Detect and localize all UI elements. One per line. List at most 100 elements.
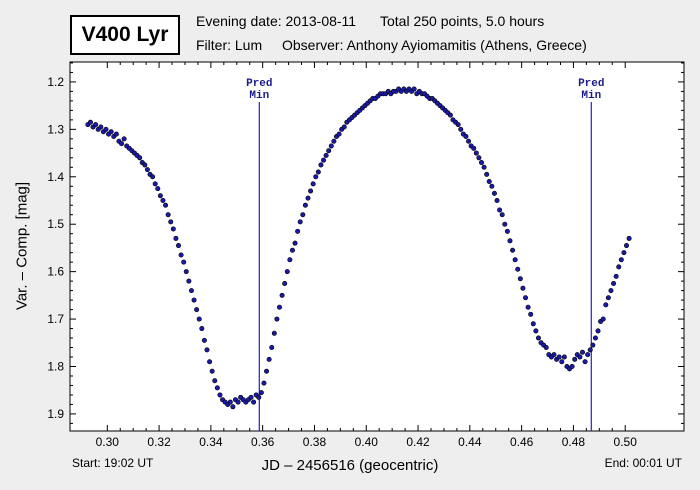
y-tick-label: 1.2 <box>47 75 64 89</box>
data-point <box>230 404 236 410</box>
data-point <box>331 138 337 144</box>
data-point <box>258 390 264 396</box>
data-point <box>119 141 125 147</box>
data-point <box>269 345 275 351</box>
data-point <box>297 219 303 225</box>
data-point <box>178 252 184 258</box>
data-point <box>305 195 311 201</box>
data-point <box>618 257 624 263</box>
data-point <box>473 150 479 156</box>
data-point <box>93 122 99 128</box>
y-tick-label: 1.6 <box>47 265 64 279</box>
data-point <box>142 162 148 168</box>
x-tick-label: 0.34 <box>199 435 223 449</box>
data-point <box>173 235 179 241</box>
pred-min-label-line1: Pred <box>578 78 604 90</box>
data-point <box>592 335 598 341</box>
y-axis-ticks: 1.2 1.3 1.4 1.5 1.6 1.7 1.8 1.9 <box>47 62 684 424</box>
data-point <box>328 143 334 149</box>
x-axis-label: JD – 2456516 (geocentric) <box>261 457 439 474</box>
data-point <box>499 212 505 218</box>
data-point <box>282 280 288 286</box>
data-point <box>569 363 575 369</box>
data-point <box>478 160 484 166</box>
data-point <box>191 297 197 303</box>
data-point <box>341 124 347 130</box>
data-point <box>157 193 163 199</box>
data-point <box>507 238 513 244</box>
data-point <box>256 394 262 400</box>
data-point <box>579 349 585 355</box>
data-point <box>515 266 521 272</box>
data-point <box>183 269 189 275</box>
x-tick-label: 0.36 <box>251 435 275 449</box>
data-point <box>310 181 316 187</box>
data-point <box>572 356 578 362</box>
data-point <box>528 311 534 317</box>
data-point <box>163 202 169 208</box>
data-point <box>323 152 329 158</box>
x-tick-label: 0.48 <box>562 435 586 449</box>
pred-min-label-line2: Min <box>249 90 269 102</box>
data-point <box>481 164 487 170</box>
total-points: Total 250 points, 5.0 hours <box>380 13 545 29</box>
y-tick-label: 1.5 <box>47 217 64 231</box>
data-point <box>287 257 293 263</box>
data-points <box>85 86 632 410</box>
data-point <box>170 226 176 232</box>
star-name: V400 Lyr <box>81 23 169 46</box>
data-point <box>217 392 223 398</box>
x-tick-label: 0.42 <box>406 435 430 449</box>
data-point <box>165 212 171 218</box>
data-point <box>489 183 495 189</box>
star-name-box: V400 Lyr <box>70 15 180 55</box>
data-point <box>121 136 127 142</box>
data-point <box>525 304 531 310</box>
data-point <box>486 179 492 185</box>
data-point <box>279 292 285 298</box>
data-point <box>292 240 298 246</box>
end-time: End: 00:01 UT <box>604 456 682 470</box>
data-point <box>199 326 205 332</box>
x-tick-label: 0.38 <box>303 435 327 449</box>
data-point <box>274 316 280 322</box>
data-point <box>603 302 609 308</box>
start-time: Start: 19:02 UT <box>72 456 154 470</box>
data-point <box>466 138 472 144</box>
data-point <box>318 162 324 168</box>
data-point <box>517 276 523 282</box>
data-point <box>530 321 536 327</box>
x-tick-label: 0.40 <box>355 435 379 449</box>
data-point <box>590 342 596 348</box>
data-point <box>271 330 277 336</box>
data-point <box>150 174 156 180</box>
data-point <box>251 399 257 405</box>
data-point <box>411 86 417 92</box>
observer: Observer: Anthony Ayiomamitis (Athens, G… <box>282 37 587 53</box>
data-point <box>613 273 619 279</box>
data-point <box>261 380 267 386</box>
y-tick-label: 1.3 <box>47 122 64 136</box>
data-point <box>302 202 308 208</box>
x-tick-label: 0.46 <box>510 435 534 449</box>
data-point <box>605 295 611 301</box>
data-point <box>447 112 453 118</box>
plot-area <box>69 61 685 432</box>
data-point <box>168 219 174 225</box>
data-point <box>600 316 606 322</box>
data-point <box>264 368 270 374</box>
data-point <box>621 250 627 256</box>
data-point <box>491 190 497 196</box>
data-point <box>212 378 218 384</box>
data-point <box>458 126 464 132</box>
data-point <box>176 243 182 249</box>
data-point <box>512 257 518 263</box>
data-point <box>533 328 539 334</box>
data-point <box>476 155 482 161</box>
x-tick-label: 0.32 <box>147 435 171 449</box>
data-point <box>616 264 622 270</box>
data-point <box>611 280 617 286</box>
data-point <box>188 288 194 294</box>
